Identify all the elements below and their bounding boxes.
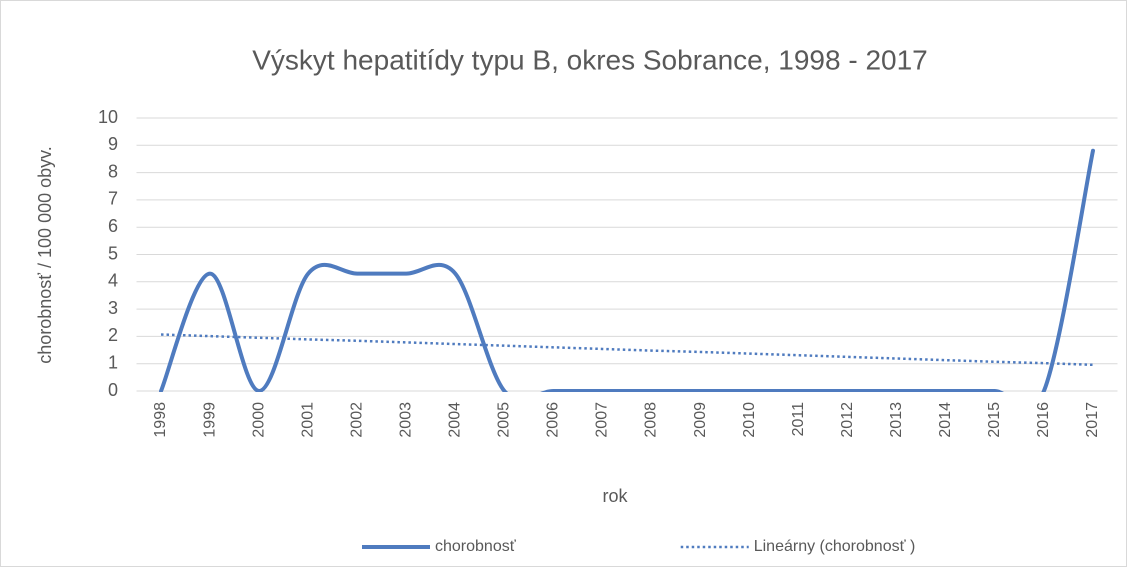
x-tick-label: 2016	[1035, 402, 1052, 438]
x-tick-label: 2012	[839, 402, 856, 438]
y-tick-label: 6	[108, 216, 118, 236]
y-tick-label: 10	[98, 107, 118, 127]
x-tick-label: 2011	[790, 402, 807, 437]
y-tick-label: 2	[108, 325, 118, 345]
x-tick-label: 2001	[299, 402, 316, 438]
y-tick-label: 5	[108, 243, 118, 263]
x-tick-label: 1998	[152, 402, 169, 438]
legend-label: chorobnosť	[435, 538, 517, 555]
trend-line	[160, 333, 1094, 367]
plot-lines	[159, 148, 1095, 392]
x-tick-label: 2017	[1084, 402, 1101, 438]
x-axis-label: rok	[602, 486, 628, 506]
y-tick-label: 7	[108, 189, 118, 209]
y-tick-label: 0	[108, 380, 118, 400]
x-tick-label: 2000	[250, 402, 267, 438]
x-tick-label: 2013	[888, 402, 905, 438]
x-tick-label: 2003	[397, 402, 414, 438]
x-tick-label: 2005	[496, 402, 513, 438]
x-tick-label: 1999	[201, 402, 218, 438]
x-tick-label: 2010	[741, 402, 758, 438]
y-tick-label: 1	[108, 352, 118, 372]
y-tick-label: 9	[108, 134, 118, 154]
x-tick-label: 2009	[692, 402, 709, 438]
legend-label: Lineárny (chorobnosť )	[754, 538, 916, 555]
x-tick-label: 2008	[643, 402, 660, 438]
chart-title: Výskyt hepatitídy typu B, okres Sobrance…	[252, 44, 928, 75]
x-tick-label: 2004	[447, 402, 464, 438]
x-tick-label: 2007	[594, 402, 611, 438]
y-tick-label: 4	[108, 271, 118, 291]
y-tick-label: 3	[108, 298, 118, 318]
x-tick-label: 2006	[545, 402, 562, 438]
y-tick-label: 8	[108, 161, 118, 181]
y-axis-label: chorobnosť / 100 000 obyv.	[35, 146, 55, 364]
x-tick-label: 2015	[986, 402, 1003, 438]
x-tick-label: 2014	[937, 402, 954, 438]
data-line	[159, 148, 1095, 392]
x-tick-label: 2002	[348, 402, 365, 438]
